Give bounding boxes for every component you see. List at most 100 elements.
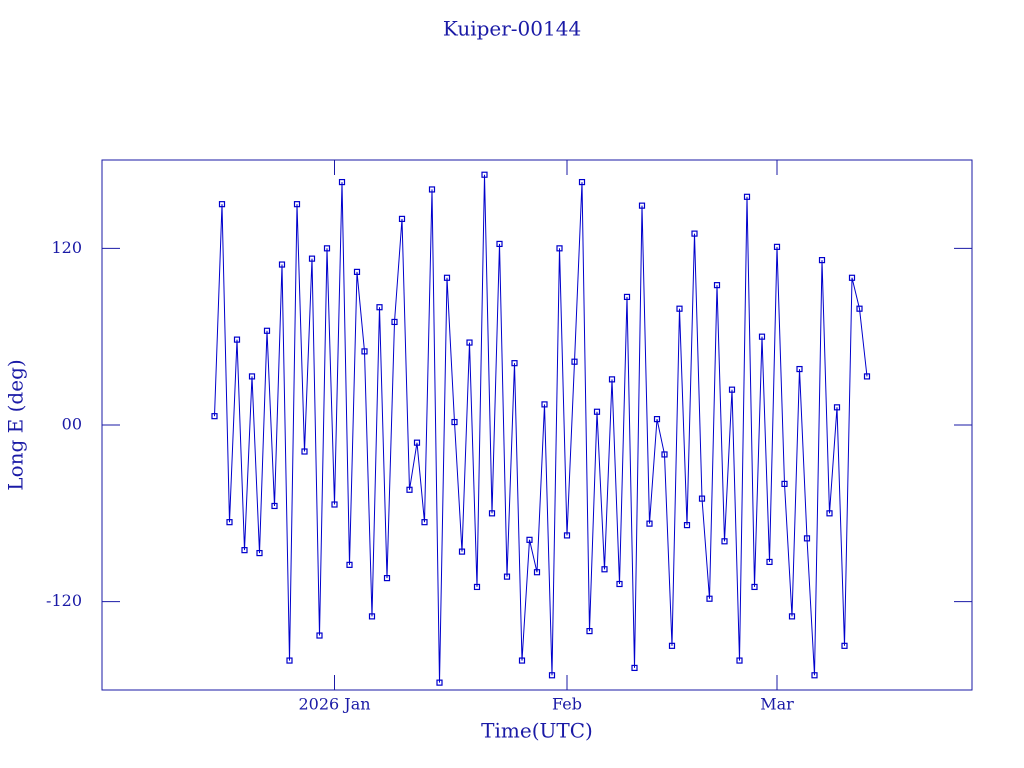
data-point [466, 339, 473, 346]
data-point [781, 480, 788, 487]
y-tick-label: 00 [62, 415, 82, 434]
data-point [211, 413, 218, 420]
data-point [323, 245, 331, 252]
y-axis-label: Long E (deg) [4, 359, 28, 490]
data-point [638, 202, 646, 209]
data-point [533, 569, 541, 576]
data-point [226, 519, 233, 526]
x-tick-label: Mar [760, 695, 794, 714]
data-point [728, 386, 736, 393]
data-point [751, 583, 758, 591]
data-point [736, 657, 743, 664]
data-point [601, 566, 608, 573]
data-point [518, 657, 526, 664]
data-point [818, 257, 826, 264]
data-point [526, 536, 533, 543]
data-point [698, 495, 706, 502]
data-point [773, 243, 781, 250]
data-point [278, 261, 286, 268]
data-point [856, 305, 863, 312]
data-point [743, 193, 751, 200]
data-point [803, 535, 811, 542]
data-point [496, 240, 503, 248]
data-line [214, 174, 868, 683]
data-point [713, 282, 721, 289]
data-point [436, 679, 443, 686]
data-point [271, 502, 278, 510]
data-point [721, 538, 728, 545]
data-point [473, 583, 481, 591]
x-tick-label: Feb [552, 695, 582, 714]
data-point [586, 628, 593, 635]
data-point [758, 333, 766, 340]
data-point [863, 373, 871, 380]
data-point [406, 486, 413, 493]
data-point [346, 561, 353, 568]
data-point [368, 613, 376, 620]
x-tick-label: 2026 Jan [298, 695, 370, 714]
data-point [706, 595, 713, 602]
data-point [391, 318, 398, 326]
data-point [833, 404, 841, 411]
data-point [841, 642, 848, 649]
data-point [338, 178, 346, 186]
data-point [241, 547, 248, 554]
plot-frame [101, 159, 973, 691]
data-point [361, 348, 368, 355]
data-point [398, 215, 406, 222]
data-point [263, 327, 271, 334]
data-point [676, 305, 683, 312]
y-tick-label: 120 [51, 238, 82, 257]
data-point [826, 510, 833, 517]
data-point [488, 510, 496, 517]
data-point [503, 573, 511, 580]
data-point [811, 672, 818, 679]
data-point [218, 201, 226, 208]
x-axis-label: Time(UTC) [481, 719, 593, 743]
data-point [691, 230, 698, 237]
data-point [683, 522, 691, 529]
data-point [451, 418, 458, 426]
data-point [541, 401, 548, 408]
data-point [563, 532, 571, 539]
data-point [646, 520, 653, 527]
data-point [848, 274, 856, 281]
data-point [308, 255, 316, 262]
data-point [788, 613, 796, 620]
data-point [653, 416, 661, 423]
data-point [668, 642, 676, 649]
data-point [331, 501, 338, 508]
data-point [286, 657, 293, 664]
data-point [301, 448, 308, 455]
data-point [458, 548, 466, 555]
data-point [293, 201, 301, 208]
data-point [631, 664, 638, 672]
data-point [608, 376, 616, 383]
data-point [796, 365, 803, 373]
chart-title: Kuiper-00144 [443, 17, 581, 41]
data-point [256, 549, 263, 557]
data-point [548, 672, 556, 679]
data-point [383, 575, 391, 582]
data-point [316, 632, 323, 639]
data-point [353, 268, 361, 275]
data-point [481, 171, 488, 178]
data-point [443, 274, 451, 281]
data-point [766, 558, 773, 566]
data-point [413, 439, 421, 446]
data-point [376, 304, 383, 311]
data-point [248, 373, 256, 380]
y-tick-label: -120 [46, 591, 82, 610]
data-point [556, 245, 563, 252]
data-point [571, 358, 578, 365]
data-point [421, 519, 428, 526]
data-point [511, 360, 518, 367]
data-point [428, 186, 436, 193]
data-point [616, 580, 623, 588]
data-point [593, 408, 601, 415]
data-point [661, 451, 668, 458]
data-point [578, 178, 586, 186]
data-point [233, 336, 241, 343]
